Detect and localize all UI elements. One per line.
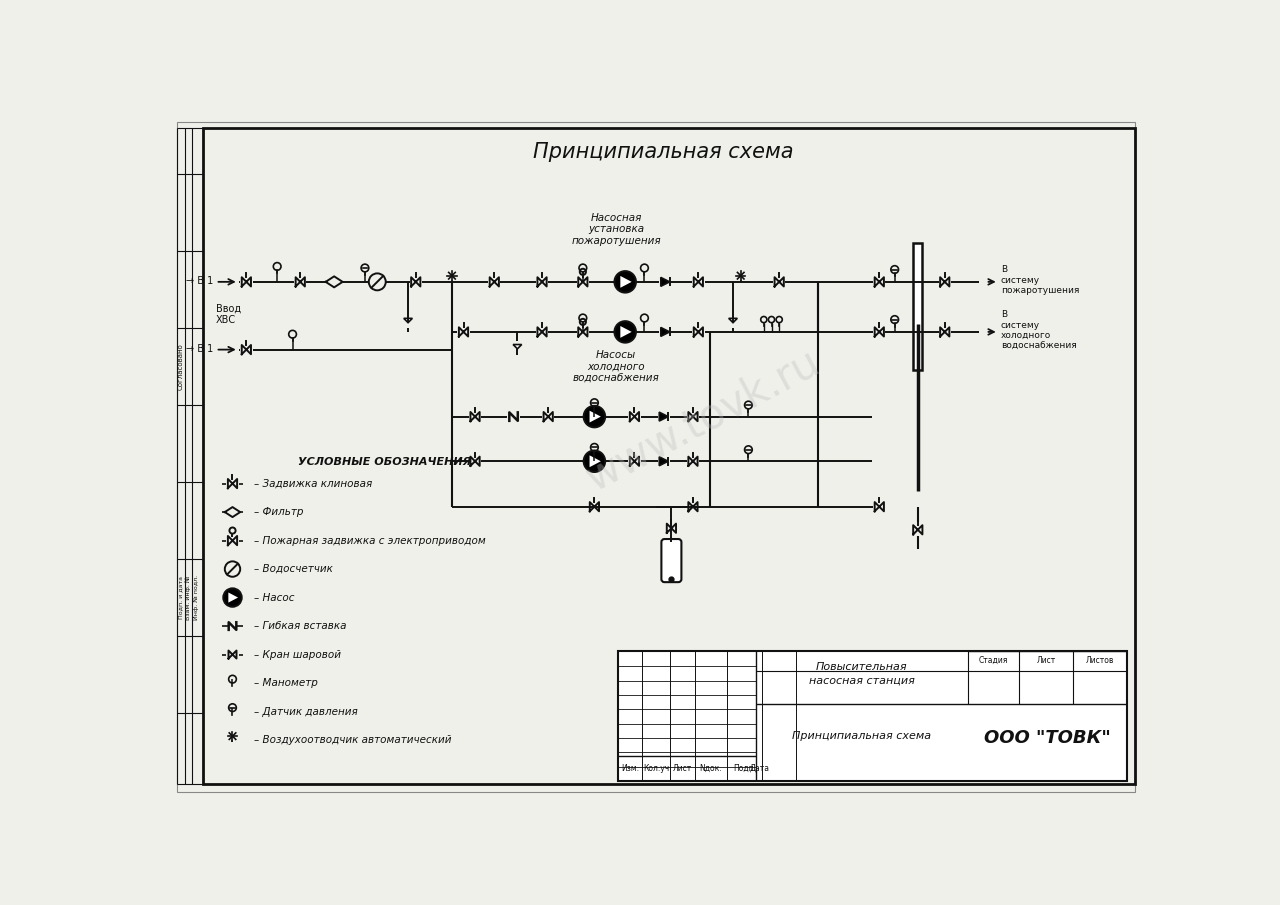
Text: – Насос: – Насос xyxy=(253,593,294,603)
Text: Насосы
холодного
водоснабжения: Насосы холодного водоснабжения xyxy=(572,350,659,383)
Text: Ввод
ХВС: Ввод ХВС xyxy=(215,303,241,325)
Polygon shape xyxy=(660,328,669,337)
Text: УСЛОВНЫЕ ОБОЗНАЧЕНИЯ: УСЛОВНЫЕ ОБОЗНАЧЕНИЯ xyxy=(298,457,471,467)
Polygon shape xyxy=(590,411,600,423)
Polygon shape xyxy=(660,278,669,286)
Text: – Фильтр: – Фильтр xyxy=(253,507,303,517)
Text: Насосная
установка
пожаротушения: Насосная установка пожаротушения xyxy=(571,213,660,246)
Text: Изм.: Изм. xyxy=(621,764,639,773)
Text: В
систему
пожаротушения: В систему пожаротушения xyxy=(1001,265,1079,295)
Bar xyxy=(617,652,1128,781)
Text: В
систему
холодного
водоснабжения: В систему холодного водоснабжения xyxy=(1001,310,1076,350)
Text: – Воздухоотводчик автоматический: – Воздухоотводчик автоматический xyxy=(253,735,452,745)
Circle shape xyxy=(614,321,636,343)
Text: → В 1: → В 1 xyxy=(186,276,214,286)
Text: – Пожарная задвижка с электроприводом: – Пожарная задвижка с электроприводом xyxy=(253,536,486,546)
Text: – Датчик давления: – Датчик давления xyxy=(253,707,358,717)
Text: Принципиальная схема: Принципиальная схема xyxy=(534,142,794,163)
Text: – Задвижка клиновая: – Задвижка клиновая xyxy=(253,479,372,489)
Text: Взам. инф. №: Взам. инф. № xyxy=(186,576,192,620)
Polygon shape xyxy=(228,593,238,603)
Text: – Водосчетчик: – Водосчетчик xyxy=(253,564,333,574)
Circle shape xyxy=(584,451,605,472)
Circle shape xyxy=(614,272,636,292)
Text: Листов: Листов xyxy=(1087,656,1115,665)
Text: Кол.уч: Кол.уч xyxy=(643,764,669,773)
Text: Подп. и дата: Подп. и дата xyxy=(178,576,183,619)
Text: Лист: Лист xyxy=(1037,656,1056,665)
Text: Подп.: Подп. xyxy=(733,764,756,773)
Text: Nдок.: Nдок. xyxy=(699,764,722,773)
Text: – Кран шаровой: – Кран шаровой xyxy=(253,650,340,660)
FancyBboxPatch shape xyxy=(662,539,681,582)
Text: www.tovk.ru: www.tovk.ru xyxy=(579,341,826,500)
Text: Инф. № подл.: Инф. № подл. xyxy=(193,575,200,620)
Text: → В 1: → В 1 xyxy=(186,344,214,354)
Text: Согласовано: Согласовано xyxy=(178,343,184,390)
Text: Повысительная: Повысительная xyxy=(817,662,908,672)
Text: Стадия: Стадия xyxy=(979,656,1009,665)
Polygon shape xyxy=(621,326,631,338)
Text: – Гибкая вставка: – Гибкая вставка xyxy=(253,621,347,631)
Polygon shape xyxy=(659,412,668,421)
Polygon shape xyxy=(728,319,737,323)
Text: ООО "ТОВК": ООО "ТОВК" xyxy=(984,729,1111,748)
Text: – Манометр: – Манометр xyxy=(253,678,317,688)
Polygon shape xyxy=(513,345,522,348)
Circle shape xyxy=(584,405,605,427)
Polygon shape xyxy=(659,457,668,466)
Polygon shape xyxy=(590,455,600,467)
Text: Лист: Лист xyxy=(672,764,691,773)
Bar xyxy=(913,243,923,370)
Circle shape xyxy=(223,588,242,606)
Text: Дата: Дата xyxy=(749,764,769,773)
Text: Принципиальная схема: Принципиальная схема xyxy=(792,731,932,741)
Text: насосная станция: насосная станция xyxy=(809,676,915,686)
Polygon shape xyxy=(403,319,412,323)
Polygon shape xyxy=(621,276,631,288)
